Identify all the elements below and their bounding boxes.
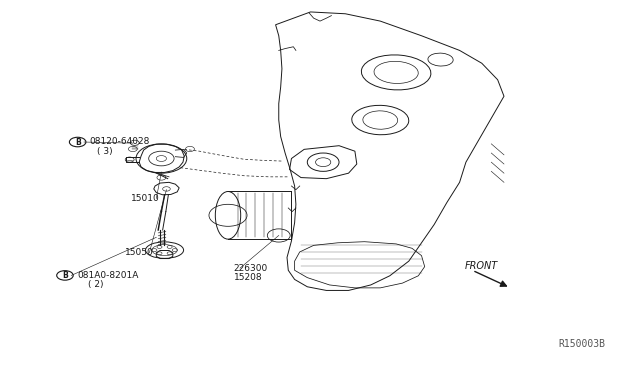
Text: B: B — [75, 138, 81, 147]
Text: 15208: 15208 — [234, 273, 262, 282]
Text: ( 2): ( 2) — [88, 280, 104, 289]
Text: FRONT: FRONT — [465, 261, 498, 271]
Text: 226300: 226300 — [234, 264, 268, 273]
Text: B: B — [62, 271, 68, 280]
Text: 08120-64028: 08120-64028 — [90, 137, 150, 146]
Text: R150003B: R150003B — [559, 339, 605, 349]
Text: 081A0-8201A: 081A0-8201A — [77, 270, 139, 279]
Text: ( 3): ( 3) — [97, 147, 112, 156]
Text: 15050: 15050 — [125, 248, 154, 257]
Text: 15010: 15010 — [131, 194, 160, 203]
